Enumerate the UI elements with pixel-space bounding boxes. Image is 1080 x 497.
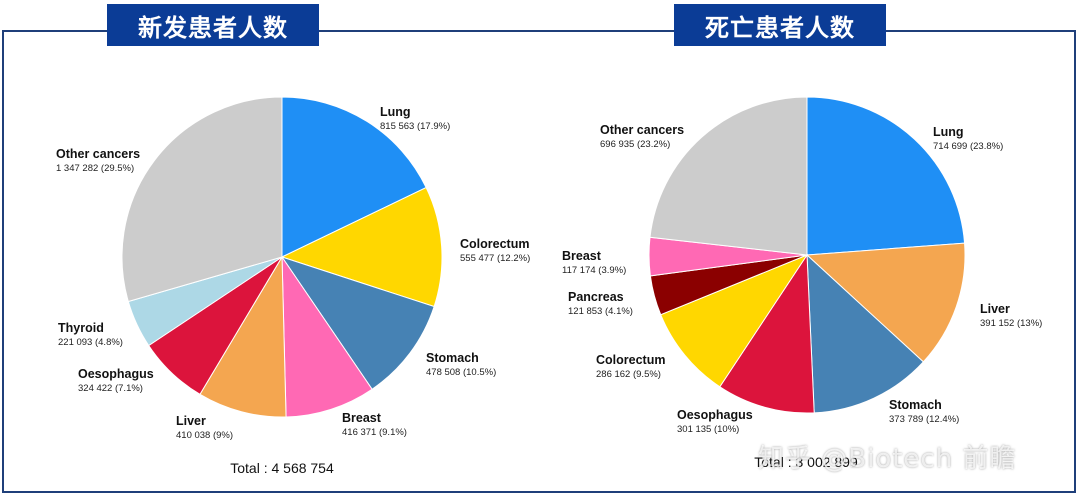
- new-value-other-cancers: 1 347 282 (29.5%): [56, 163, 134, 174]
- death-slice-liver: [805, 242, 966, 363]
- new-label-colorectum: Colorectum: [460, 237, 529, 251]
- new-cases-total: Total : 4 568 754: [230, 460, 334, 476]
- new-slice-other-cancers: [121, 96, 283, 303]
- death-label-breast: Breast: [562, 249, 602, 263]
- watermark: 知乎 @Biotech 前瞻: [758, 444, 1017, 474]
- new-cases-pie: Lung 815 563 (17.9%) Colorectum 555 477 (12…: [56, 96, 530, 441]
- deaths-total: Total : 3 002 899: [754, 454, 858, 470]
- death-label-oesophagus: Oesophagus: [677, 408, 753, 422]
- death-slice-oesophagus: [719, 253, 815, 414]
- death-slice-other-cancers: [649, 96, 808, 256]
- right-chart-title-banner: 死亡患者人数: [674, 4, 886, 46]
- new-value-thyroid: 221 093 (4.8%): [58, 337, 123, 348]
- death-label-colorectum: Colorectum: [596, 353, 665, 367]
- death-slice-lung: [806, 96, 966, 256]
- left-chart-title: 新发患者人数: [138, 13, 288, 42]
- new-label-breast: Breast: [342, 411, 382, 425]
- death-label-stomach: Stomach: [889, 398, 942, 412]
- death-value-pancreas: 121 853 (4.1%): [568, 306, 633, 317]
- new-slice-lung: [281, 96, 427, 258]
- death-slice-stomach: [806, 253, 925, 414]
- death-value-liver: 391 152 (13%): [980, 318, 1042, 329]
- right-chart-title: 死亡患者人数: [705, 13, 855, 42]
- death-value-colorectum: 286 162 (9.5%): [596, 369, 661, 380]
- new-value-colorectum: 555 477 (12.2%): [460, 253, 530, 264]
- new-slice-breast: [281, 255, 373, 418]
- chart-frame: [2, 30, 1076, 493]
- death-value-other-cancers: 696 935 (23.2%): [600, 139, 670, 150]
- new-label-liver: Liver: [176, 414, 206, 428]
- death-label-lung: Lung: [933, 125, 964, 139]
- death-value-oesophagus: 301 135 (10%): [677, 424, 739, 435]
- death-value-lung: 714 699 (23.8%): [933, 141, 1003, 152]
- new-value-liver: 410 038 (9%): [176, 430, 233, 441]
- death-value-breast: 117 174 (3.9%): [562, 265, 626, 276]
- death-label-liver: Liver: [980, 302, 1010, 316]
- new-value-breast: 416 371 (9.1%): [342, 427, 407, 438]
- death-value-stomach: 373 789 (12.4%): [889, 414, 959, 425]
- death-label-other-cancers: Other cancers: [600, 123, 684, 137]
- death-slice-colorectum: [660, 253, 809, 388]
- new-label-lung: Lung: [380, 105, 411, 119]
- new-value-oesophagus: 324 422 (7.1%): [78, 383, 143, 394]
- deaths-pie: Lung 714 699 (23.8%) Liver 391 152 (13%) Sto…: [562, 96, 1042, 435]
- new-label-oesophagus: Oesophagus: [78, 367, 154, 381]
- new-slice-stomach: [280, 256, 435, 390]
- new-value-stomach: 478 508 (10.5%): [426, 367, 496, 378]
- new-slice-colorectum: [280, 186, 443, 308]
- new-value-lung: 815 563 (17.9%): [380, 121, 450, 132]
- new-label-other-cancers: Other cancers: [56, 147, 140, 161]
- new-label-thyroid: Thyroid: [58, 321, 104, 335]
- left-chart-title-banner: 新发患者人数: [107, 4, 319, 46]
- new-slice-liver: [199, 255, 287, 418]
- new-label-stomach: Stomach: [426, 351, 479, 365]
- death-label-pancreas: Pancreas: [568, 290, 624, 304]
